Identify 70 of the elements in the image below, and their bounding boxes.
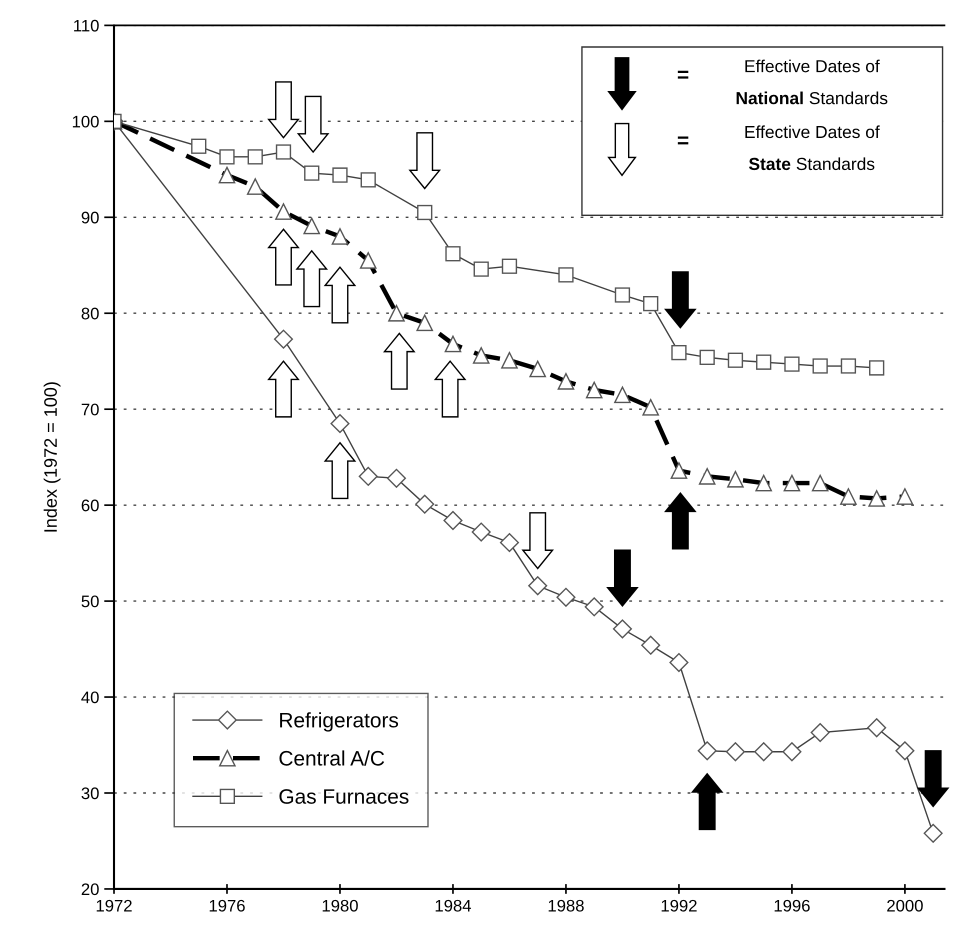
y-tick-label: 40 bbox=[81, 691, 99, 704]
annotation: = bbox=[678, 136, 688, 144]
point bbox=[867, 718, 886, 738]
point bbox=[500, 533, 519, 552]
point bbox=[698, 741, 717, 760]
point bbox=[191, 138, 206, 154]
point bbox=[840, 358, 856, 374]
point bbox=[248, 149, 263, 164]
point bbox=[304, 166, 320, 181]
x-tick-label: 1984 bbox=[436, 900, 472, 912]
point bbox=[924, 824, 943, 843]
point bbox=[810, 723, 830, 742]
annotation: Effective Dates of State Standards bbox=[745, 125, 880, 170]
point bbox=[700, 350, 715, 366]
legend-label: Gas Furnaces bbox=[279, 789, 408, 804]
point bbox=[641, 636, 660, 655]
point bbox=[784, 356, 800, 372]
point bbox=[330, 414, 350, 434]
legend-label: Refrigerators bbox=[280, 712, 398, 732]
annotation: Effective Dates of National Standards bbox=[736, 60, 888, 104]
x-tick-label: 1988 bbox=[548, 900, 584, 912]
y-tick-label: 100 bbox=[72, 116, 99, 128]
point bbox=[502, 258, 518, 274]
point bbox=[671, 344, 687, 360]
point bbox=[332, 167, 348, 183]
point bbox=[417, 204, 432, 220]
y-tick-label: 110 bbox=[74, 20, 99, 32]
x-tick-label: 1976 bbox=[210, 900, 245, 912]
y-axis-title: Index (1972 = 100) bbox=[44, 382, 60, 532]
point bbox=[474, 261, 489, 277]
point bbox=[756, 354, 772, 370]
y-tick-label: 60 bbox=[82, 500, 99, 512]
annotation: = bbox=[678, 70, 688, 79]
y-tick-label: 70 bbox=[82, 404, 99, 416]
y-tick-label: 20 bbox=[82, 883, 99, 896]
point bbox=[219, 149, 235, 164]
y-tick-label: 80 bbox=[82, 308, 99, 320]
point bbox=[869, 360, 884, 376]
x-tick-label: 1972 bbox=[96, 900, 132, 912]
point bbox=[556, 588, 576, 607]
point bbox=[472, 522, 491, 542]
point bbox=[276, 144, 292, 160]
x-tick-label: 2000 bbox=[887, 900, 923, 912]
point bbox=[415, 494, 434, 514]
point bbox=[614, 287, 630, 303]
y-tick-label: 30 bbox=[82, 787, 99, 800]
point bbox=[669, 652, 688, 672]
point bbox=[643, 296, 658, 312]
point bbox=[274, 330, 294, 349]
point bbox=[612, 619, 632, 638]
y-tick-label: 50 bbox=[82, 596, 99, 608]
point bbox=[895, 741, 914, 760]
point bbox=[528, 576, 548, 596]
point bbox=[358, 466, 378, 486]
x-tick-label: 1980 bbox=[322, 900, 358, 912]
point bbox=[754, 742, 774, 762]
y-tick-label: 90 bbox=[82, 212, 99, 224]
point bbox=[782, 742, 802, 762]
point bbox=[728, 352, 744, 368]
point bbox=[443, 510, 462, 530]
point bbox=[558, 267, 574, 282]
x-tick-label: 1992 bbox=[662, 900, 697, 912]
x-tick-label: 1996 bbox=[774, 900, 810, 912]
point bbox=[584, 597, 604, 616]
point bbox=[726, 742, 745, 762]
point bbox=[445, 246, 461, 262]
point bbox=[386, 468, 406, 488]
point bbox=[812, 358, 828, 374]
point bbox=[360, 172, 376, 188]
legend-label: Central A/C bbox=[279, 750, 384, 766]
